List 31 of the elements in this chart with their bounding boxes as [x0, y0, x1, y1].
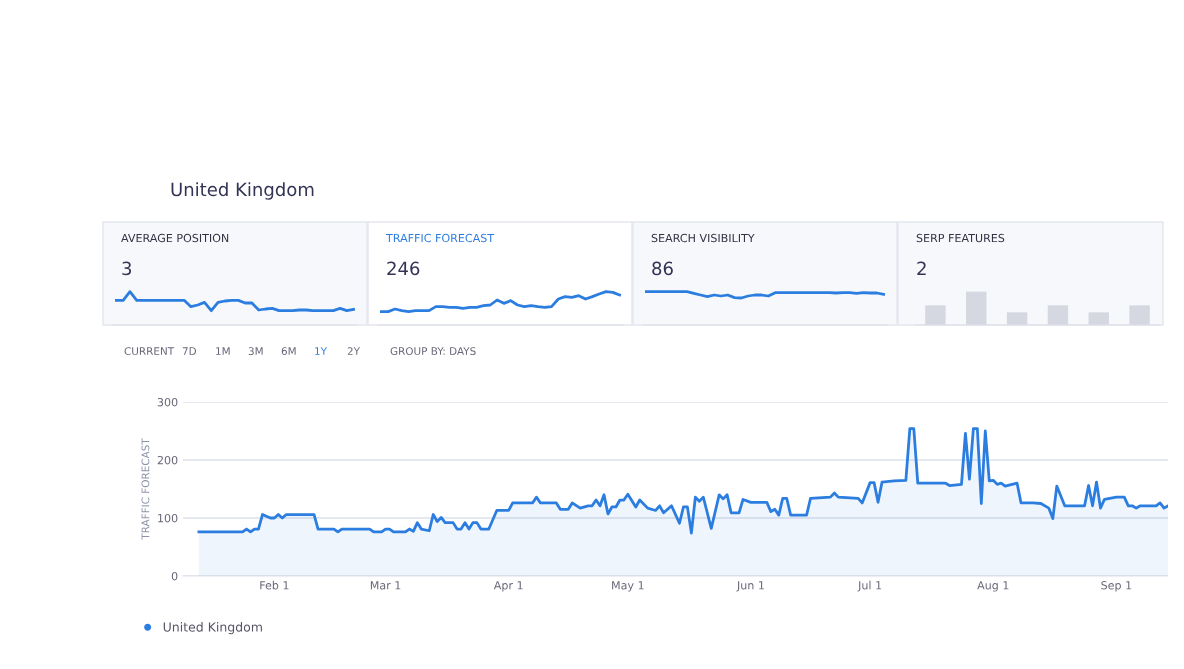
text: GROUP BY: DAYS [390, 347, 476, 356]
x-tick-label: Jun 1 [736, 581, 764, 592]
y-tick-label: 200 [157, 455, 178, 465]
x-tick-label: Sep 1 [1101, 581, 1132, 592]
chart-title: AVERAGE POSITION [121, 233, 229, 243]
text: 2Y [347, 347, 361, 355]
text: CURRENT [124, 347, 175, 356]
y-tick-label: 100 [158, 513, 178, 523]
text: 6M [281, 347, 296, 356]
y-axis-title: TRAFFIC FORECAST [141, 438, 150, 540]
x-tick-label: Mar 1 [370, 581, 401, 590]
x-tick-label: Aug 1 [977, 581, 1009, 592]
chart-subtitle: 86 [652, 261, 673, 276]
chart-title: SERP FEATURES [916, 233, 1005, 243]
chart-subtitle: 2 [917, 261, 926, 275]
x-tick-label: Apr 1 [493, 581, 523, 592]
chart-title: SEARCH VISIBILITY [651, 233, 755, 243]
chart-subtitle: 3 [122, 261, 132, 276]
y-tick-label: 0 [171, 571, 178, 581]
text: 7D [182, 347, 197, 355]
x-tick-label: May 1 [612, 581, 644, 592]
chart-title: TRAFFIC FORECAST [385, 233, 495, 243]
y-tick-label: 300 [157, 397, 178, 407]
text: 3M [248, 347, 263, 356]
x-tick-label: Feb 1 [260, 580, 289, 590]
text: United Kingdom [171, 182, 314, 200]
chart-subtitle: 246 [387, 261, 420, 276]
text: 1M [216, 347, 230, 355]
x-tick-label: Jul 1 [857, 580, 882, 592]
text: 1Y [315, 347, 328, 355]
legend-label: United Kingdom [163, 622, 262, 635]
